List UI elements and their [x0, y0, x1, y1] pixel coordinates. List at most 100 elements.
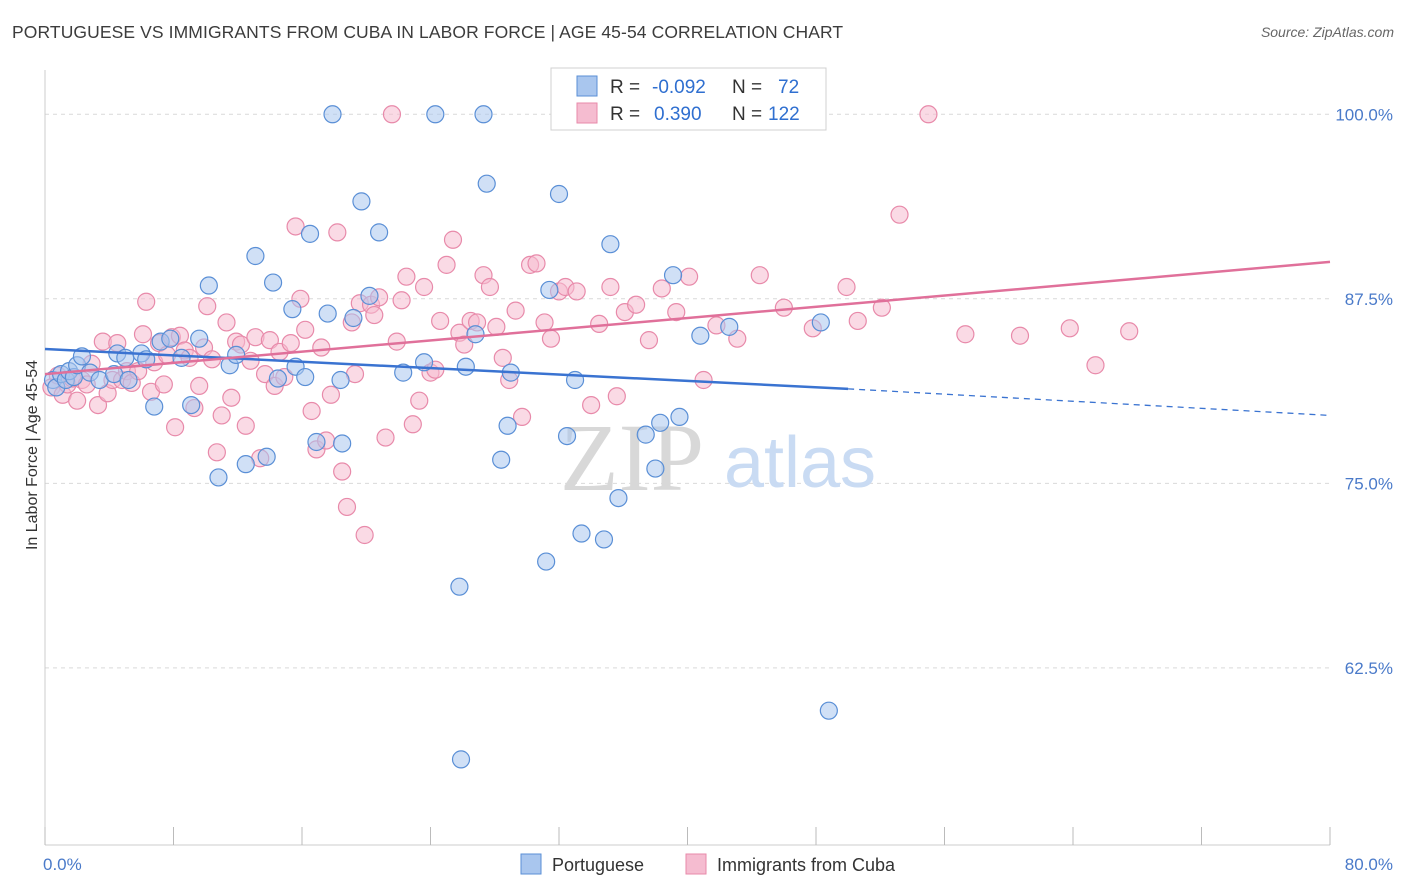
x-tick-label: 80.0% — [1345, 855, 1393, 874]
cuba-point — [493, 348, 512, 367]
portuguese-point — [557, 426, 577, 446]
y-tick-label: 87.5% — [1345, 290, 1393, 309]
y-tick-label: 75.0% — [1345, 474, 1393, 493]
cuba-point — [328, 223, 347, 242]
cuba-point — [333, 462, 352, 481]
cuba-point — [410, 391, 429, 410]
cuba-point — [414, 277, 434, 297]
portuguese-point — [263, 273, 283, 292]
chart-title: PORTUGUESE VS IMMIGRANTS FROM CUBA IN LA… — [12, 22, 844, 42]
cuba-point — [455, 335, 474, 354]
cuba-point — [890, 205, 909, 224]
portuguese-point — [572, 524, 591, 543]
portuguese-point — [370, 223, 389, 242]
cuba-point — [236, 416, 255, 435]
portuguese-trend-line — [44, 347, 849, 391]
portuguese-point — [307, 432, 326, 452]
bottom-legend-label-cuba: Immigrants from Cuba — [717, 855, 896, 875]
cuba-point — [1060, 319, 1079, 338]
cuba-point — [750, 266, 769, 285]
cuba-point — [1086, 356, 1105, 375]
portuguese-point — [190, 329, 209, 348]
portuguese-point — [549, 184, 569, 204]
cuba-point — [480, 277, 500, 297]
series-portuguese — [43, 105, 838, 769]
portuguese-point — [451, 750, 471, 769]
y-axis-title: In Labor Force | Age 45-54 — [24, 360, 41, 550]
portuguese-point — [450, 577, 469, 596]
portuguese-point — [492, 450, 511, 469]
cuba-point — [166, 418, 185, 437]
cuba-point — [601, 277, 620, 297]
portuguese-point — [209, 468, 228, 487]
cuba-point — [582, 395, 601, 415]
portuguese-point — [540, 280, 559, 300]
cuba-point — [365, 305, 384, 325]
cuba-point — [639, 331, 659, 350]
portuguese-point — [601, 235, 620, 254]
cuba-point — [431, 311, 450, 331]
cuba-point — [222, 388, 241, 407]
cuba-point — [1120, 322, 1139, 341]
portuguese-point — [161, 329, 180, 348]
portuguese-point — [720, 317, 739, 336]
cuba-point — [652, 279, 671, 298]
legend-swatch-pink — [576, 102, 598, 124]
portuguese-point — [609, 488, 628, 508]
portuguese-trend-extension — [848, 388, 1331, 417]
portuguese-point — [236, 455, 255, 474]
cuba-point — [506, 301, 525, 320]
portuguese-point — [819, 701, 838, 720]
portuguese-point — [498, 416, 517, 435]
cuba-point — [535, 313, 554, 332]
legend-n-value-2: 122 — [768, 104, 800, 125]
portuguese-point — [145, 397, 164, 416]
cuba-point — [403, 415, 422, 434]
series-legend: Portuguese Immigrants from Cuba — [520, 853, 896, 875]
legend-r-value-1: -0.092 — [652, 77, 706, 98]
cuba-point — [382, 105, 402, 124]
portuguese-point — [257, 447, 276, 466]
cuba-point — [919, 105, 938, 124]
cuba-point — [667, 302, 686, 322]
portuguese-point — [594, 530, 614, 549]
cuba-point — [487, 317, 506, 336]
cuba-point — [443, 230, 463, 249]
portuguese-point — [119, 370, 138, 390]
y-tick-label: 62.5% — [1345, 659, 1393, 678]
bottom-legend-swatch-portuguese — [520, 853, 542, 875]
cuba-point — [260, 331, 279, 350]
cuba-point — [133, 325, 153, 344]
cuba-point — [212, 406, 231, 425]
legend-swatch-blue — [576, 75, 598, 97]
cuba-point — [541, 329, 561, 348]
portuguese-point — [691, 326, 710, 345]
cuba-point — [392, 291, 411, 310]
cuba-point — [376, 428, 395, 447]
chart-source: Source: ZipAtlas.com — [1260, 24, 1394, 40]
cuba-point — [590, 314, 609, 334]
y-tick-label: 100.0% — [1335, 105, 1393, 124]
cuba-point — [680, 267, 699, 286]
cuba-point — [355, 525, 374, 545]
grid-layer — [45, 113, 1330, 669]
cuba-point — [512, 407, 532, 427]
legend-n-value-1: 72 — [778, 77, 799, 98]
portuguese-point — [300, 224, 320, 243]
cuba-point — [281, 333, 300, 353]
cuba-point — [302, 401, 321, 421]
portuguese-point — [352, 192, 371, 211]
cuba-point — [1010, 326, 1030, 345]
cuba-point — [190, 376, 209, 396]
x-tick-label: 0.0% — [43, 855, 82, 874]
cuba-point — [321, 385, 341, 404]
portuguese-point — [670, 407, 689, 427]
cuba-point — [956, 325, 975, 344]
axis-layer: 62.5% 75.0% 87.5% 100.0% 0.0% 80.0% — [43, 70, 1393, 874]
portuguese-point — [537, 552, 556, 571]
cuba-point — [567, 282, 586, 301]
watermark-atlas: atlas — [724, 423, 876, 503]
cuba-point — [296, 320, 315, 339]
cuba-point — [337, 497, 357, 517]
